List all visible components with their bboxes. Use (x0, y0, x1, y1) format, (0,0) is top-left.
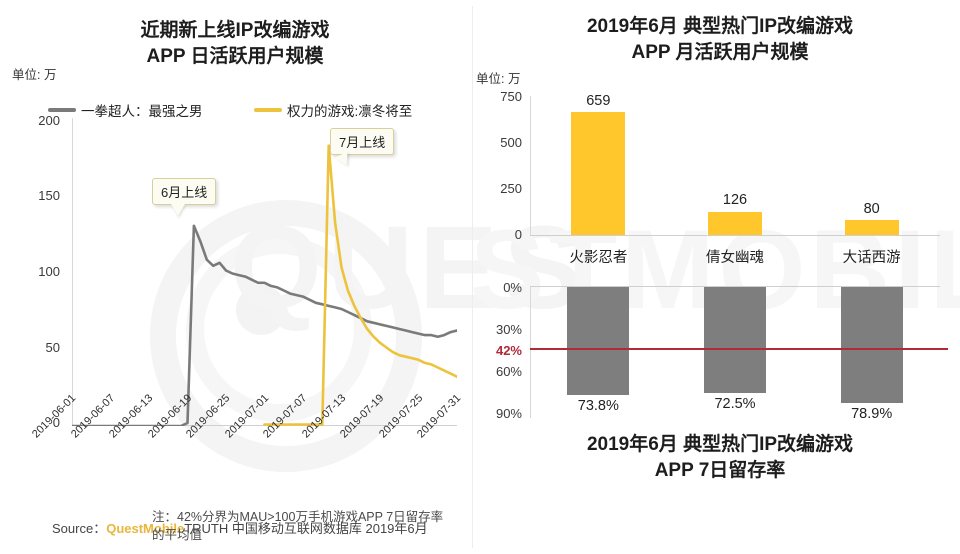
legend-swatch-gray (48, 108, 76, 112)
right-bottom-title-line2: APP 7日留存率 (654, 459, 786, 481)
source-rest: TRUTH 中国移动互联网数据库 2019年6月 (184, 521, 428, 536)
mau-plot-area (530, 96, 940, 236)
left-chart-legend: 一拳超人：最强之男 权力的游戏:凛冬将至 (48, 100, 448, 120)
mau-bar-dahuaxiyou[interactable] (844, 220, 899, 235)
mau-value-label: 80 (863, 201, 880, 218)
callout-june-launch: 6月上线 (152, 178, 217, 216)
retention-zero-axis (530, 286, 940, 287)
retention-reference-line (530, 347, 948, 350)
mau-value-label: 126 (722, 192, 748, 209)
left-chart-plot-area (72, 118, 457, 426)
retention-value-label: 72.5% (714, 396, 756, 413)
mau-ytick-250: 250 (500, 181, 522, 196)
left-chart-unit-label: 单位: 万 (12, 68, 57, 82)
left-ytick-200: 200 (38, 113, 60, 128)
left-ytick-50: 50 (45, 340, 60, 355)
right-bottom-title: 2019年6月 典型热门IP改编游戏 APP 7日留存率 (520, 432, 920, 483)
right-top-title: 2019年6月 典型热门IP改编游戏 APP 月活跃用户规模 (520, 14, 920, 65)
mau-bar-naruto[interactable] (571, 112, 626, 235)
mau-value-label: 659 (586, 93, 611, 109)
mau-x-axis (530, 235, 940, 236)
retention-plot-area (530, 286, 948, 418)
retention-bar-dahuaxiyou[interactable] (840, 287, 903, 403)
legend-item-one-punch-man[interactable]: 一拳超人：最强之男 (48, 100, 203, 120)
left-chart-y-axis (72, 118, 73, 426)
retention-y-axis (530, 286, 531, 418)
callout-june-launch-text: 6月上线 (161, 185, 208, 200)
mau-ytick-500: 500 (500, 135, 522, 150)
callout-july-launch: 7月上线 (330, 128, 395, 169)
ret-ytick-60: 60% (495, 364, 522, 379)
legend-label-game-of-thrones: 权力的游戏:凛冬将至 (287, 104, 413, 119)
source-brand: QuestMobile (106, 521, 185, 536)
monthly-active-users-chart-panel: 2019年6月 典型热门IP改编游戏 APP 月活跃用户规模 单位: 万 750… (472, 0, 960, 272)
ret-ytick-0: 0% (503, 280, 522, 295)
left-ytick-150: 150 (38, 188, 60, 203)
left-chart-title-line2: APP 日活跃用户规模 (146, 45, 324, 67)
retention-value-label: 73.8% (577, 398, 619, 415)
right-bottom-title-line1: 2019年6月 典型热门IP改编游戏 (586, 434, 854, 455)
mau-category-label: 火影忍者 (569, 250, 628, 266)
retention-value-label: 78.9% (851, 405, 893, 422)
retention-note: 注：42%分界为MAU>100万手机游戏APP 7日留存率的平均值 (152, 510, 444, 543)
mau-y-axis (530, 96, 531, 236)
callout-july-launch-text: 7月上线 (339, 135, 386, 150)
legend-swatch-yellow (254, 108, 282, 112)
legend-label-one-punch-man: 一拳超人：最强之男 (81, 104, 203, 119)
left-ytick-100: 100 (38, 264, 60, 279)
left-chart-title: 近期新上线IP改编游戏 APP 日活跃用户规模 (55, 18, 415, 69)
mau-category-label: 倩女幽魂 (706, 250, 764, 266)
panel-divider (472, 6, 473, 548)
left-ytick-0: 0 (52, 415, 60, 430)
retention-bar-naruto[interactable] (567, 287, 630, 396)
ret-reference-label: 42% (495, 343, 522, 358)
daily-active-users-chart-panel: 近期新上线IP改编游戏 APP 日活跃用户规模 单位: 万 一拳超人：最强之男 … (0, 0, 475, 554)
source-attribution: Source：QuestMobileTRUTH 中国移动互联网数据库 2019年… (52, 518, 428, 537)
series-line-one-punch-man (72, 224, 457, 426)
retention-chart-panel: 0% 30% 42% 60% 90% 73.8% 72.5% 78.9% 2019年… (472, 272, 960, 554)
source-prefix: Source： (52, 521, 107, 536)
right-top-unit-label: 单位: 万 (476, 72, 521, 86)
ret-ytick-30: 30% (495, 322, 522, 337)
right-top-title-line2: APP 月活跃用户规模 (631, 41, 809, 63)
mau-ytick-750: 750 (500, 89, 522, 104)
left-chart-title-line1: 近期新上线IP改编游戏 (140, 20, 330, 41)
retention-bar-qiannv[interactable] (704, 287, 766, 394)
callout-june-tail (171, 204, 185, 216)
ret-ytick-90: 90% (495, 406, 522, 421)
mau-ytick-0: 0 (514, 227, 522, 242)
left-chart-svg (72, 144, 457, 426)
right-top-title-line1: 2019年6月 典型热门IP改编游戏 (586, 16, 854, 37)
legend-item-game-of-thrones[interactable]: 权力的游戏:凛冬将至 (254, 100, 412, 120)
mau-category-label: 大话西游 (842, 250, 901, 266)
mau-bar-qiannv[interactable] (708, 211, 762, 235)
series-line-game-of-thrones (263, 144, 457, 426)
